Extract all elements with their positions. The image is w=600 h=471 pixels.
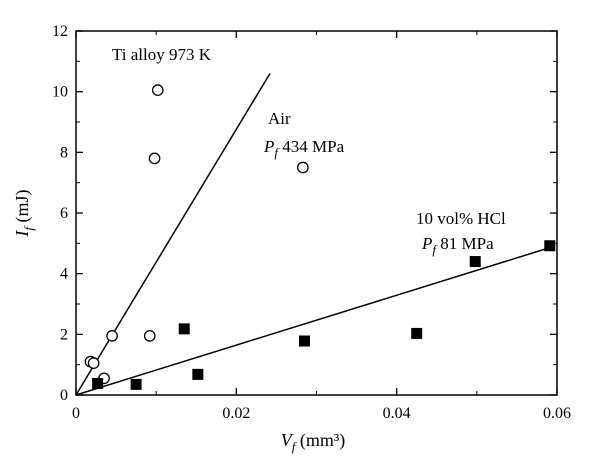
x-tick-label: 0 — [72, 405, 80, 422]
point-open-circle — [148, 152, 161, 165]
point-filled-square — [130, 378, 142, 390]
point-filled-square — [298, 335, 310, 347]
point-filled-square — [469, 256, 481, 268]
point-open-circle — [151, 84, 164, 97]
y-tick-label: 10 — [52, 84, 68, 101]
point-filled-square — [178, 323, 190, 335]
x-axis-ticks: 0 0.02 0.04 0.06 — [72, 31, 571, 422]
annotation-air: Air — [268, 109, 291, 128]
annotation-air-pf: Pf 434 MPa — [263, 137, 345, 160]
x-tick-label: 0.06 — [543, 405, 571, 422]
point-open-circle — [297, 161, 309, 174]
y-tick-label: 0 — [60, 387, 68, 404]
fit-line-series-1 — [75, 73, 271, 396]
data-points — [84, 84, 556, 390]
y-tick-label: 8 — [60, 144, 68, 161]
y-tick-label: 12 — [52, 23, 68, 40]
annotation-hcl: 10 vol% HCl — [416, 209, 506, 228]
point-filled-square — [92, 377, 104, 389]
point-filled-square — [192, 368, 204, 380]
annotation-hcl-pf: Pf 81 MPa — [421, 234, 494, 257]
fit-lines — [75, 73, 550, 396]
y-axis-ticks: 0 2 4 6 8 10 12 — [52, 23, 557, 404]
y-tick-label: 4 — [60, 266, 68, 283]
y-tick-label: 2 — [60, 326, 68, 343]
fit-line-series-2 — [75, 247, 550, 396]
point-filled-square — [544, 240, 556, 252]
y-axis-label: If (mJ) — [12, 189, 36, 237]
annotation-main: Ti alloy 973 K — [112, 45, 212, 64]
point-open-circle — [87, 357, 100, 369]
point-open-circle — [143, 329, 156, 342]
x-tick-label: 0.02 — [222, 405, 250, 422]
point-filled-square — [411, 327, 423, 339]
x-axis-label: Vf (mm³) — [281, 430, 346, 454]
point-open-circle — [106, 329, 118, 342]
x-tick-label: 0.04 — [383, 405, 411, 422]
y-tick-label: 6 — [60, 205, 68, 222]
